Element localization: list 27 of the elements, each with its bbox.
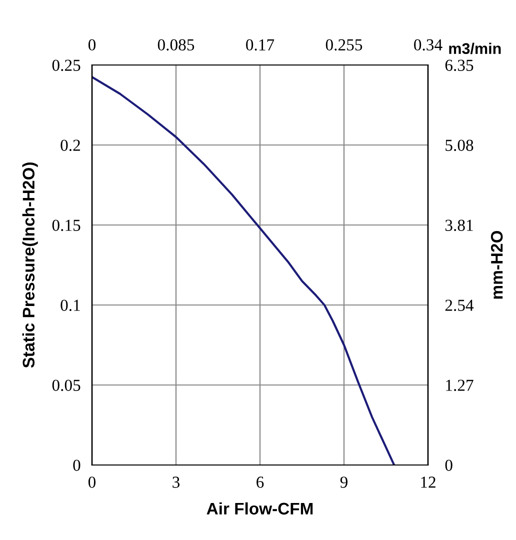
y-tick-label: 0.2 bbox=[60, 140, 80, 152]
y-tick-label: 0.1 bbox=[60, 300, 80, 312]
y2-tick-label: 0 bbox=[445, 460, 452, 471]
x-tick-label: 9 bbox=[340, 476, 348, 488]
y-tick-label: 0.15 bbox=[52, 220, 80, 232]
y2-tick-label: 1.27 bbox=[446, 380, 474, 392]
y-tick-label: 0 bbox=[73, 460, 80, 471]
x2-axis-title: m3/min bbox=[449, 42, 501, 54]
x2-tick-label: 0.085 bbox=[158, 39, 194, 51]
y-tick-label: 0.25 bbox=[52, 60, 80, 72]
y-axis-title: Static Pressure(Inch-H2O) bbox=[22, 162, 38, 368]
x-axis-title: Air Flow-CFM bbox=[206, 502, 313, 515]
x2-tick-label: 0 bbox=[88, 39, 96, 51]
x2-tick-label: 0.34 bbox=[414, 39, 442, 51]
y2-tick-label: 5.08 bbox=[446, 140, 474, 152]
x-tick-label: 3 bbox=[172, 476, 180, 488]
x-tick-label: 12 bbox=[421, 476, 436, 488]
x-tick-label: 6 bbox=[256, 476, 264, 488]
y2-tick-label: 2.54 bbox=[445, 300, 474, 312]
y2-tick-label: 3.81 bbox=[445, 220, 473, 232]
y2-axis-title: mm-H2O bbox=[490, 230, 503, 299]
y2-tick-label: 6.35 bbox=[445, 60, 474, 72]
x2-tick-label: 0.255 bbox=[326, 39, 362, 51]
line-series bbox=[92, 76, 396, 465]
x2-tick-label: 0.17 bbox=[246, 39, 274, 51]
x-tick-label: 0 bbox=[88, 476, 96, 488]
y-tick-label: 0.05 bbox=[52, 380, 80, 392]
